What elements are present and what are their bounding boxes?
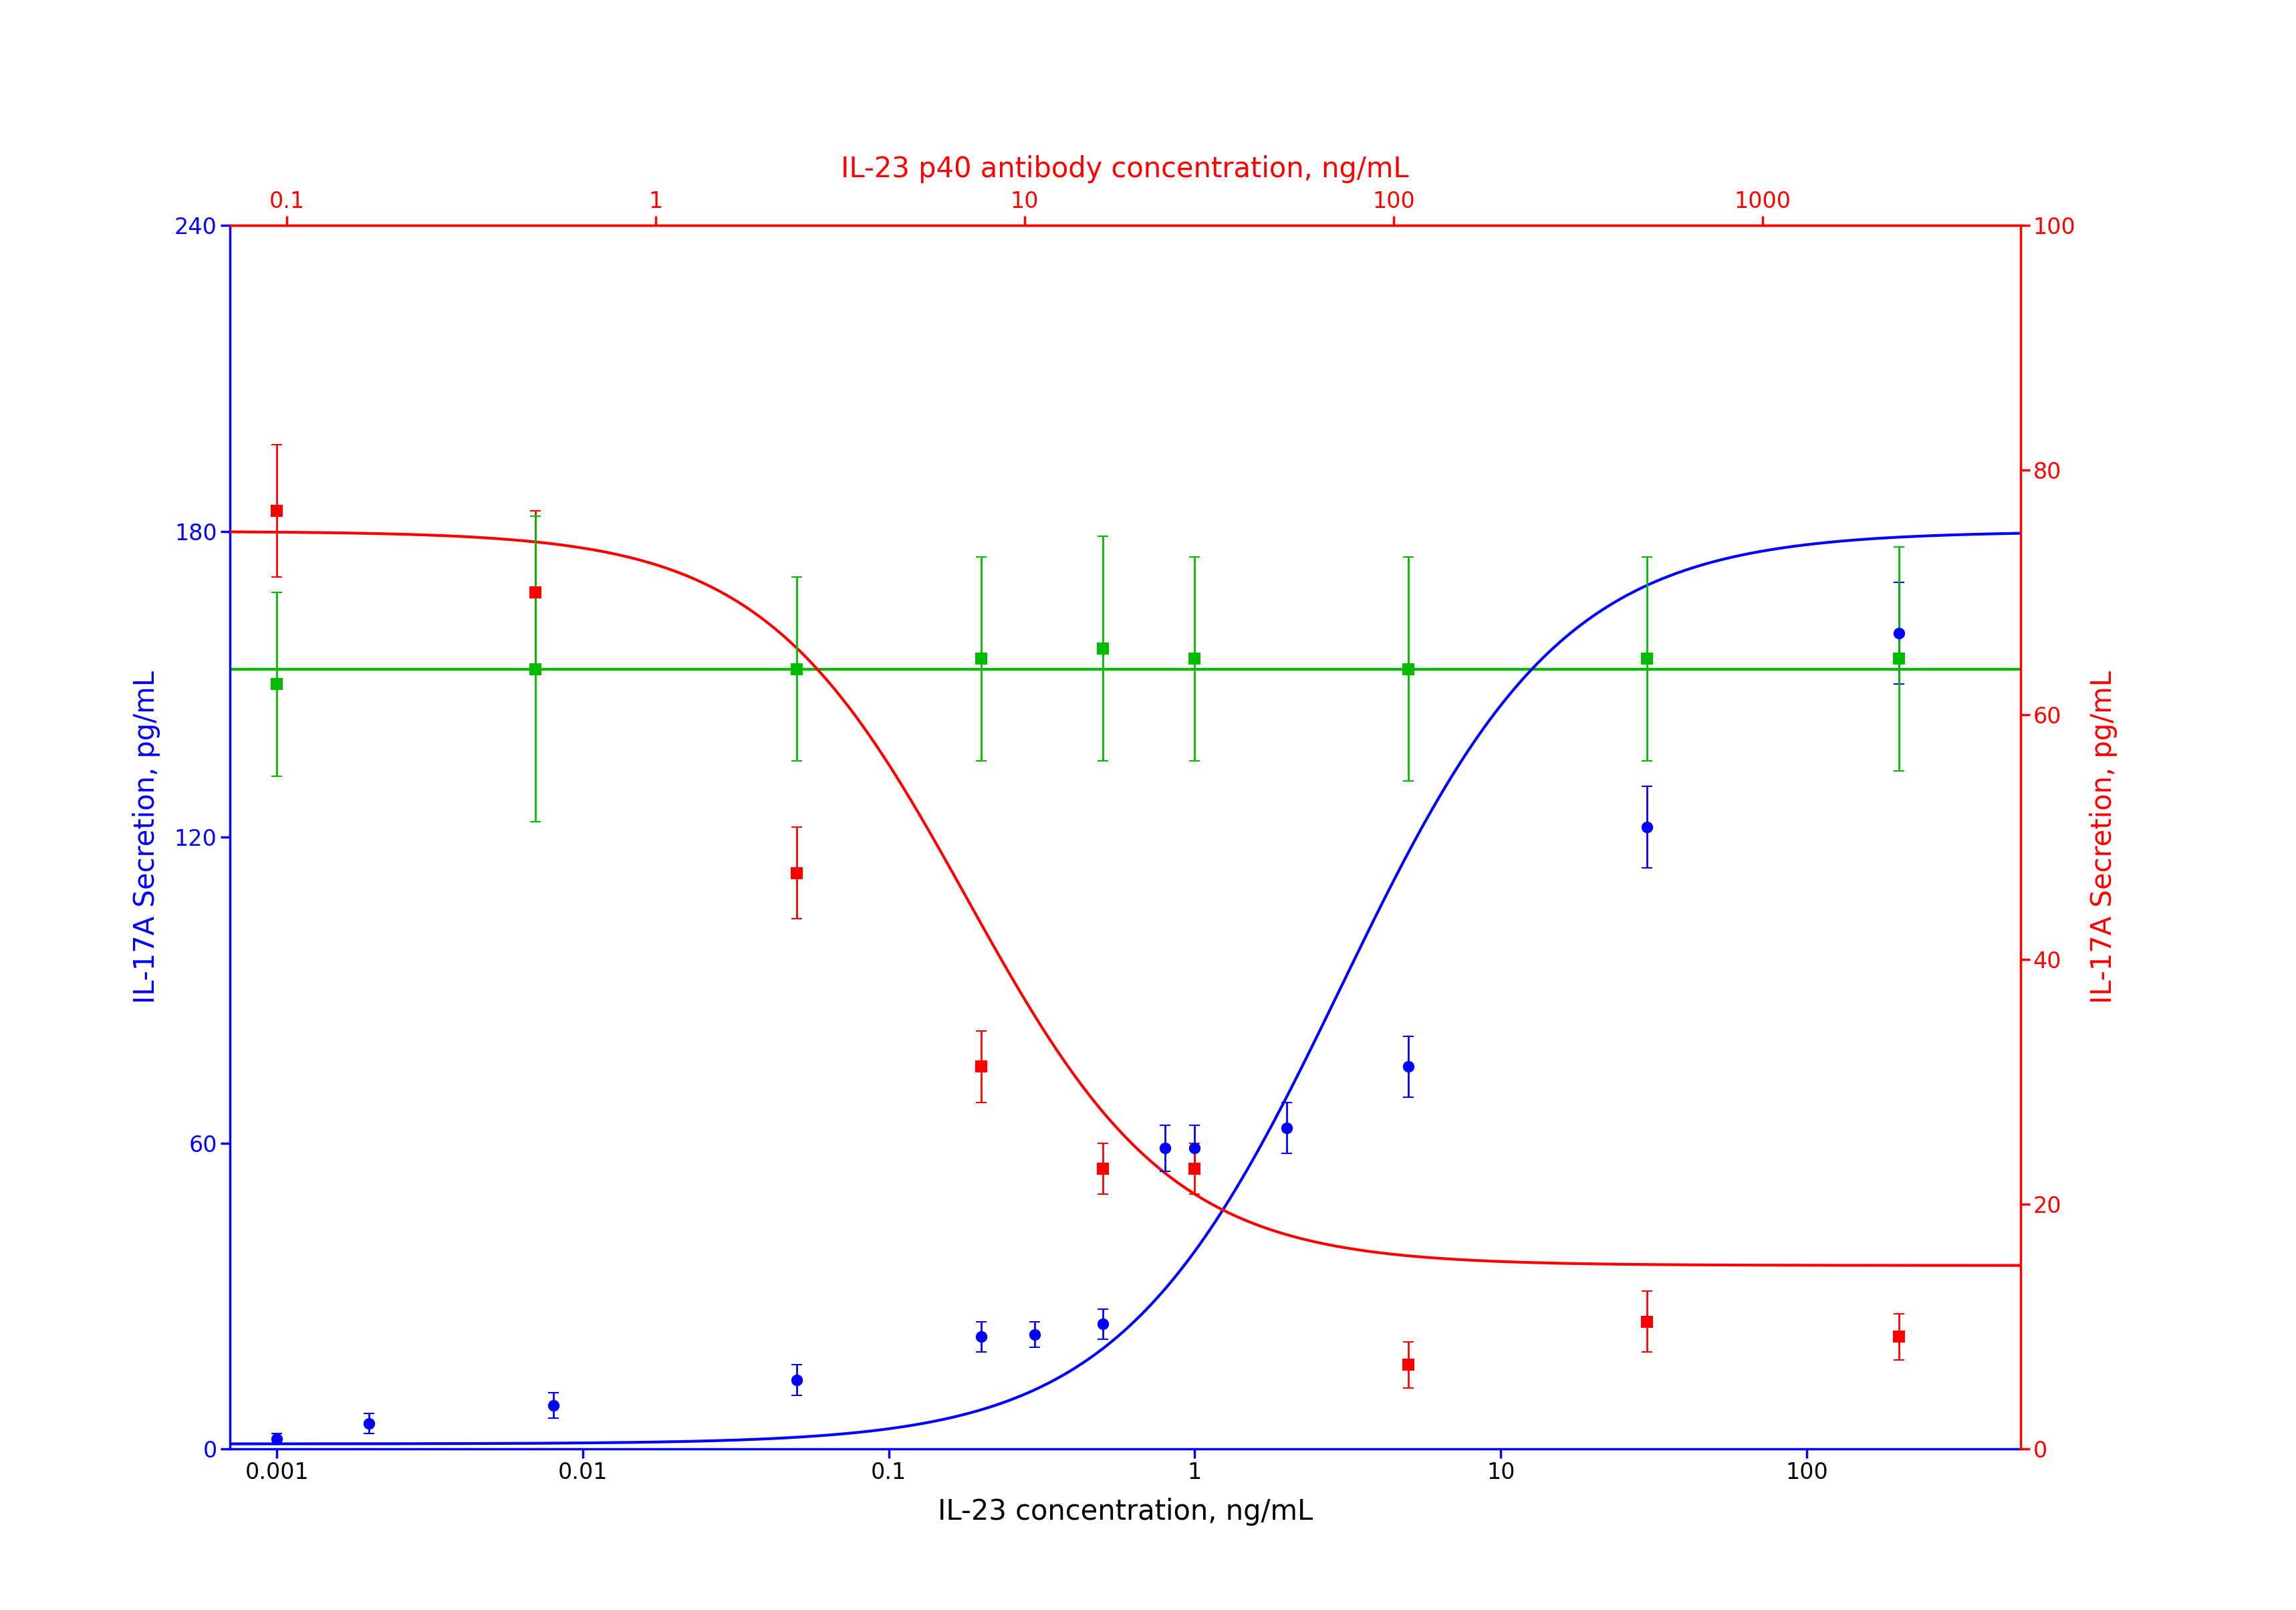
X-axis label: IL-23 concentration, ng/mL: IL-23 concentration, ng/mL bbox=[937, 1497, 1313, 1526]
X-axis label: IL-23 p40 antibody concentration, ng/mL: IL-23 p40 antibody concentration, ng/mL bbox=[840, 155, 1410, 184]
Y-axis label: IL-17A Secretion, pg/mL: IL-17A Secretion, pg/mL bbox=[2089, 671, 2117, 1003]
Y-axis label: IL-17A Secretion, pg/mL: IL-17A Secretion, pg/mL bbox=[133, 671, 161, 1003]
